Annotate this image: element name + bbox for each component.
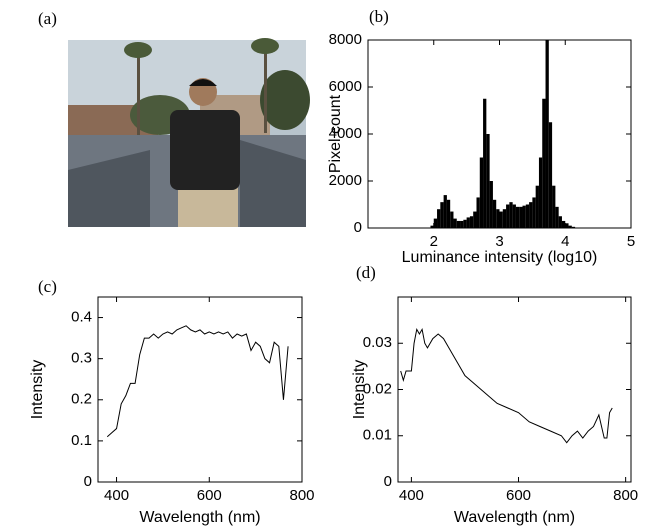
x-tick-label: 400 [104, 487, 129, 504]
bar [561, 220, 566, 228]
bar [522, 205, 526, 228]
bar [525, 204, 530, 228]
y-tick-label: 0 [84, 473, 92, 490]
bar [437, 209, 441, 228]
bar [509, 202, 513, 228]
axes-box [367, 39, 632, 229]
y-tick-label: 0.02 [363, 380, 392, 397]
x-tick-label: 5 [627, 233, 635, 250]
panel-label: (b) [369, 7, 389, 26]
bar [492, 199, 497, 228]
bar [506, 204, 510, 228]
bar [502, 209, 507, 228]
panel-label: (a) [38, 9, 57, 28]
x-tick-label: 800 [613, 487, 638, 504]
y-tick-label: 0.3 [71, 350, 92, 367]
bar [542, 98, 546, 228]
axes-box [97, 296, 303, 483]
bar [571, 226, 576, 228]
y-tick-label: 0.01 [363, 427, 392, 444]
x-tick-label: 3 [495, 233, 503, 250]
bar [476, 197, 480, 228]
bar [469, 216, 474, 228]
bar [555, 206, 559, 228]
axes-box [397, 296, 632, 483]
y-tick-label: 6000 [329, 78, 362, 95]
y-tick-label: 8000 [329, 31, 362, 48]
bar [430, 225, 434, 228]
y-axis-title: Pixel count [327, 94, 344, 173]
data-line [106, 325, 289, 438]
x-tick-label: 400 [399, 487, 424, 504]
x-tick-label: 2 [430, 233, 438, 250]
y-axis-title: Intensity [29, 360, 46, 420]
y-tick-label: 0 [384, 473, 392, 490]
y-tick-label: 0 [354, 219, 362, 236]
bar [460, 220, 464, 228]
bar [443, 195, 447, 228]
bar [515, 206, 520, 228]
y-tick-label: 0.2 [71, 391, 92, 408]
bar [499, 211, 503, 228]
bar [479, 157, 484, 228]
bar [453, 218, 457, 228]
bar [568, 225, 572, 228]
x-axis-title: Wavelength (nm) [454, 509, 575, 526]
x-tick-label: 600 [197, 487, 222, 504]
y-tick-label: 0.03 [363, 334, 392, 351]
y-axis-title: Intensity [351, 360, 368, 420]
bar [535, 185, 539, 228]
photo [68, 38, 310, 227]
bar [446, 199, 451, 228]
bar [548, 122, 553, 228]
data-line [400, 327, 613, 444]
x-axis-title: Wavelength (nm) [139, 509, 260, 526]
panel-label: (c) [38, 277, 57, 296]
bar [463, 219, 467, 228]
y-tick-label: 0.4 [71, 309, 92, 326]
bar [450, 211, 454, 228]
bar [558, 216, 562, 228]
panel-label: (d) [356, 263, 376, 282]
y-tick-label: 4000 [329, 125, 362, 142]
bar [456, 220, 461, 228]
bar [489, 181, 493, 228]
y-tick-label: 0.1 [71, 432, 92, 449]
bar [532, 197, 536, 228]
bar [512, 204, 516, 228]
bar [473, 211, 477, 228]
y-tick-label: 2000 [329, 172, 362, 189]
x-tick-label: 600 [506, 487, 531, 504]
bar [466, 217, 470, 228]
x-tick-label: 800 [289, 487, 314, 504]
bar [545, 40, 549, 228]
bar [440, 202, 444, 228]
bar [486, 134, 490, 228]
bar [538, 157, 543, 228]
x-axis-title: Luminance intensity (log10) [402, 249, 598, 266]
bar [529, 202, 533, 228]
bar [483, 98, 487, 228]
bar [552, 185, 556, 228]
bar [496, 209, 500, 228]
bar [519, 206, 523, 228]
x-tick-label: 4 [561, 233, 569, 250]
bar [565, 223, 569, 228]
bar [433, 218, 438, 228]
